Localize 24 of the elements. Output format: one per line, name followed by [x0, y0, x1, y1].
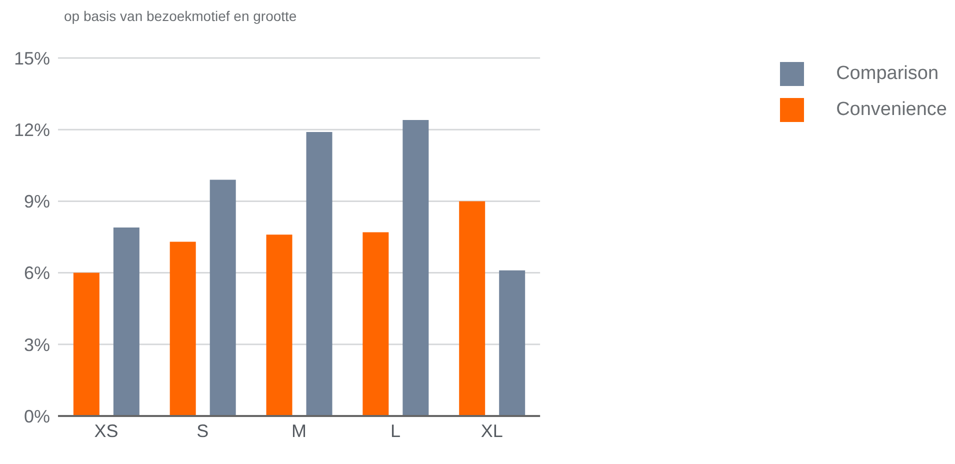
bar — [113, 227, 140, 416]
bar — [459, 201, 486, 416]
bar — [266, 234, 292, 416]
x-tick-label: S — [196, 420, 209, 441]
x-tick-label: L — [390, 420, 400, 441]
y-tick-label: 3% — [24, 334, 50, 355]
x-tick-label: XS — [94, 420, 118, 441]
bar — [170, 242, 196, 416]
legend-label: Comparison — [836, 63, 939, 85]
y-tick-label: 12% — [14, 120, 50, 140]
bar — [210, 180, 236, 416]
bar — [402, 120, 429, 416]
bar — [73, 272, 100, 416]
y-tick-label: 0% — [24, 406, 50, 426]
x-tick-label: M — [292, 420, 307, 441]
x-tick-label: XL — [480, 420, 503, 441]
legend-label: Convenience — [836, 99, 947, 121]
y-tick-label: 6% — [24, 263, 50, 284]
y-tick-label: 15% — [14, 48, 50, 68]
bar — [306, 132, 332, 416]
bar — [499, 270, 526, 416]
y-tick-label: 9% — [24, 192, 50, 212]
chart-subtitle: op basis van bezoekmotief en grootte — [64, 8, 297, 24]
bar — [362, 232, 389, 416]
